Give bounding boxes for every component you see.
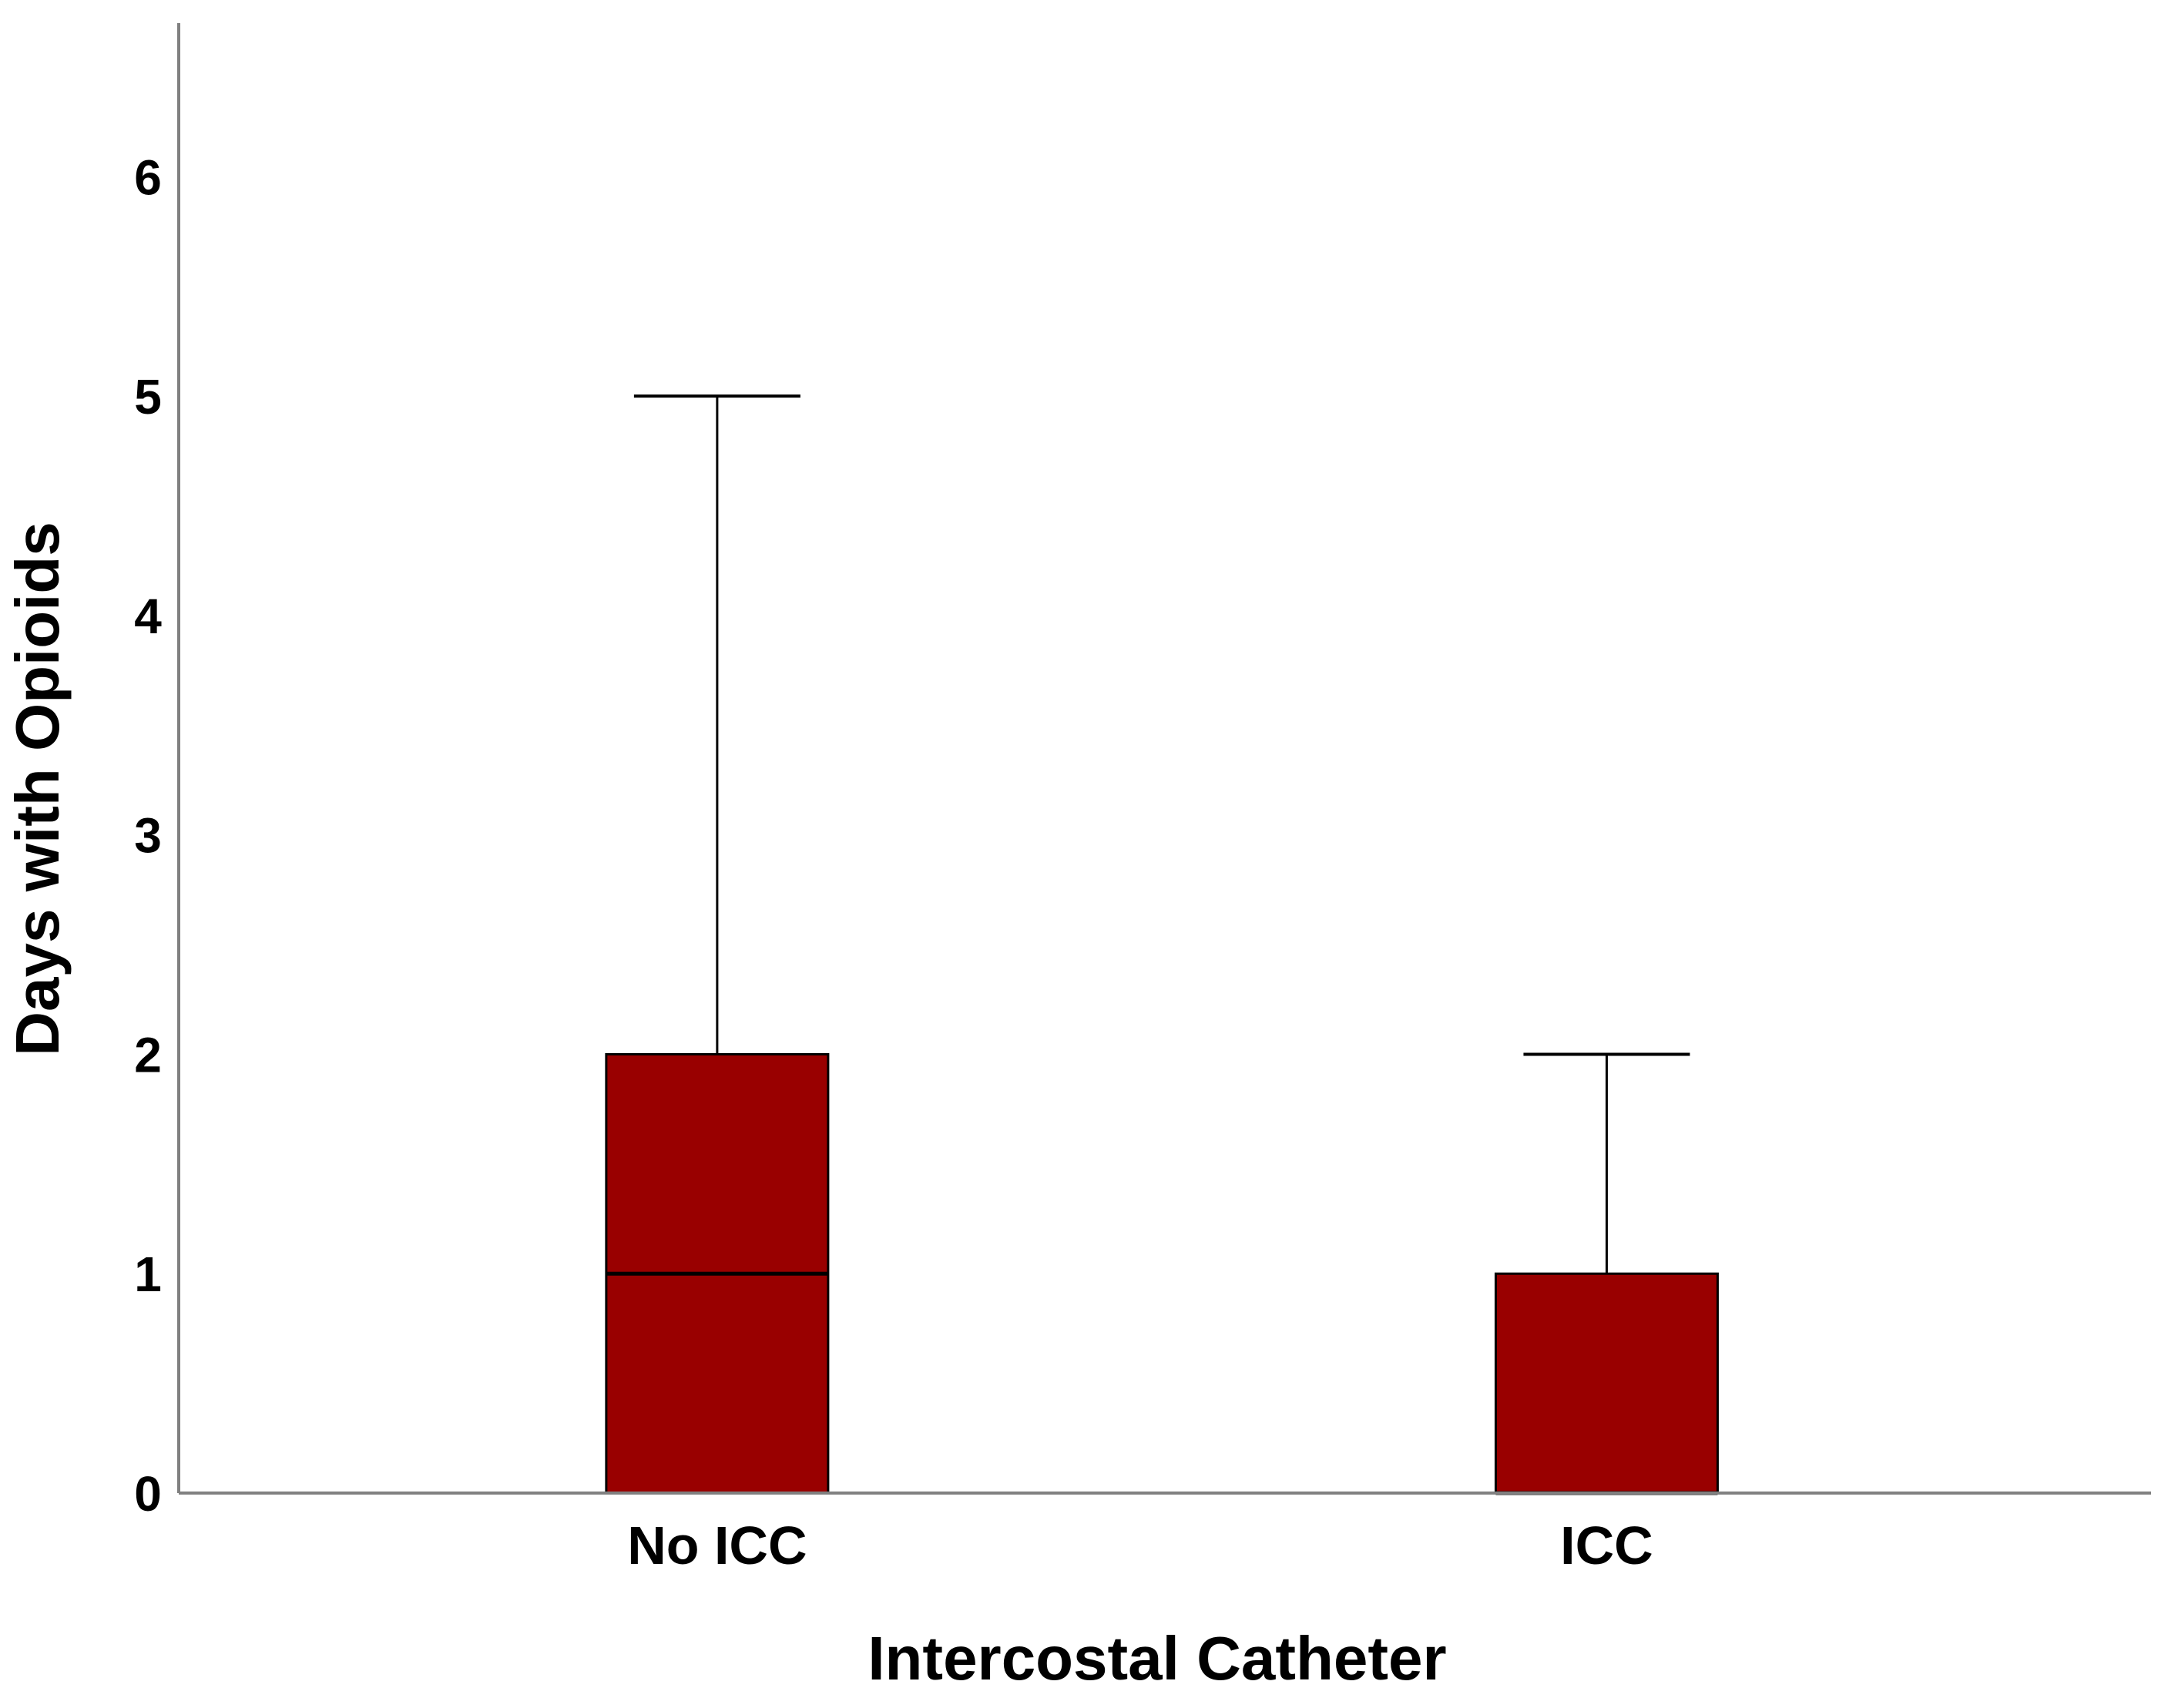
y-tick-labels: 0 1 2 3 4 5 6 — [134, 149, 162, 1522]
y-tick-label: 1 — [134, 1247, 162, 1302]
y-axis-title: Days with Opioids — [3, 522, 72, 1055]
y-tick-label: 3 — [134, 808, 162, 864]
y-tick-label: 4 — [134, 589, 162, 644]
y-tick-label: 0 — [134, 1466, 162, 1522]
x-category-label: No ICC — [627, 1515, 807, 1575]
x-category-label: ICC — [1560, 1515, 1653, 1575]
box-iqr — [1494, 1272, 1719, 1495]
y-tick-label: 6 — [134, 149, 162, 205]
y-tick-label: 2 — [134, 1027, 162, 1082]
x-axis-title: Intercostal Catheter — [868, 1624, 1446, 1693]
boxes-layer — [605, 394, 1719, 1495]
axes-layer — [177, 23, 2151, 1495]
box-group — [605, 394, 830, 1495]
y-tick-label: 5 — [134, 369, 162, 424]
box-group — [1494, 1052, 1719, 1495]
x-category-labels: No ICC ICC — [627, 1515, 1653, 1575]
